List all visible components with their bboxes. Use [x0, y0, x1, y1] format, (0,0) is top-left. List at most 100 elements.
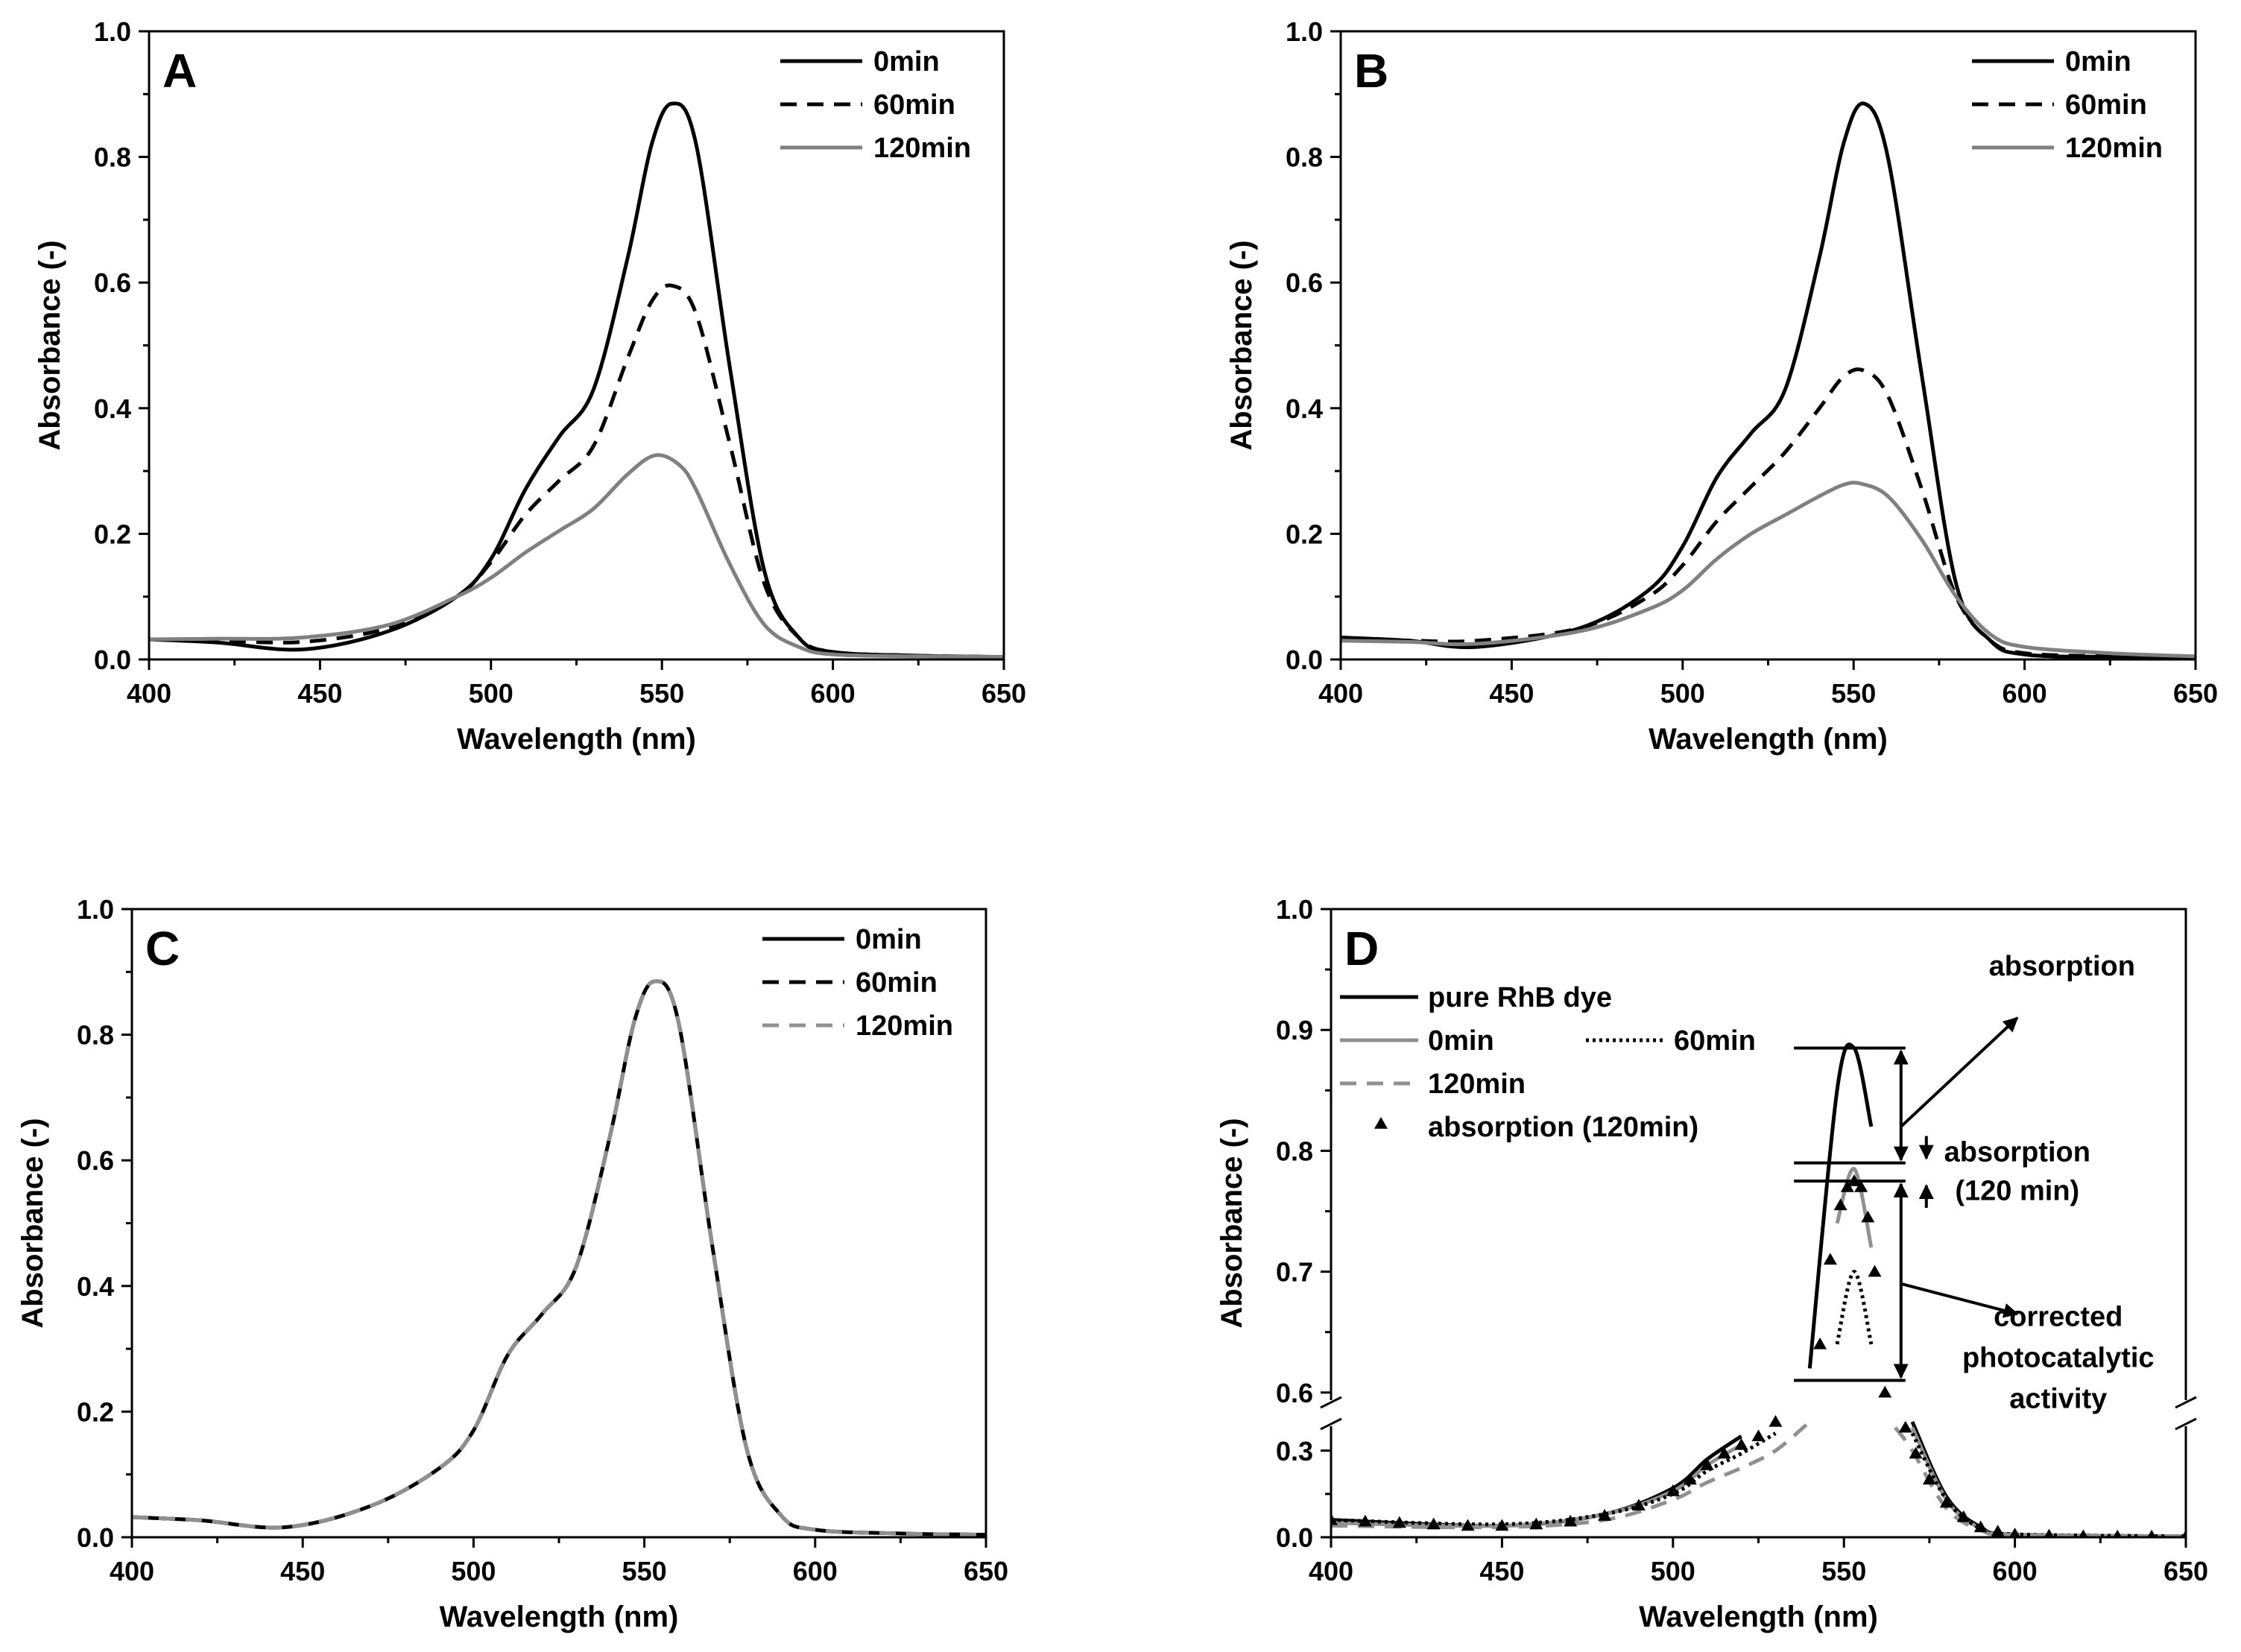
- x-tick-label: 450: [297, 678, 342, 709]
- x-tick-label: 450: [1489, 678, 1534, 709]
- x-axis-label: Wavelength (nm): [440, 1601, 679, 1633]
- x-tick-label: 500: [469, 678, 513, 709]
- annotation-absorption-120: (120 min): [1955, 1176, 2079, 1207]
- legend-label: 120min: [856, 1010, 953, 1042]
- data-point-triangle: [2044, 1528, 2054, 1537]
- annotation-absorption: absorption: [1989, 951, 2135, 982]
- series-line-60min: [132, 979, 986, 1537]
- series-line-120min: [149, 453, 1004, 659]
- series-line-60min: [1835, 1270, 1874, 1345]
- y-tick-label: 0.4: [94, 393, 131, 424]
- y-axis-label: Absorbance (-): [1225, 240, 1258, 450]
- plot-frame-upper: [1330, 908, 2187, 1400]
- series-line-0min: [1910, 1426, 2186, 1537]
- legend-swatch: [1374, 1117, 1388, 1129]
- x-tick-label: 500: [451, 1556, 496, 1586]
- panel-a: 400 450 500 550 600 650 0.0 0.2 0.4 0.6 0.8 1.0 Wave…: [34, 16, 1026, 756]
- legend: 0min 60min 120min: [762, 924, 953, 1042]
- legend-label: 0min: [2065, 46, 2131, 77]
- y-tick-label: 0.4: [1286, 393, 1323, 424]
- panel-d: 400 450 500 550 600 650 0.6 0.7 0.8 0.9 1.0 0.0 0.3 W…: [1216, 894, 2208, 1633]
- x-axis-label: Wavelength (nm): [1639, 1601, 1878, 1633]
- data-point-triangle: [1939, 1496, 1953, 1508]
- y-tick-label: 0.0: [77, 1522, 114, 1553]
- data-point-triangle: [1598, 1508, 1612, 1521]
- data-point-triangle: [1833, 1198, 1848, 1211]
- x-tick-label: 400: [1309, 1556, 1353, 1586]
- y-axis-label: Absorbance (-): [34, 240, 66, 450]
- y-tick-label: 1.0: [1286, 16, 1323, 47]
- annotation-corrected: activity: [2009, 1384, 2107, 1415]
- y-tick-label: 0.8: [1286, 142, 1323, 173]
- series-group: [1331, 1042, 2186, 1537]
- legend-label: 0min: [856, 924, 922, 955]
- data-point-triangle: [1631, 1498, 1646, 1511]
- panel-b: 400 450 500 550 600 650 0.0 0.2 0.4 0.6 0.8 1.0 Wave…: [1225, 16, 2218, 756]
- annotation-absorption-120: absorption: [1944, 1137, 2090, 1168]
- data-point-triangle: [1666, 1484, 1680, 1496]
- x-tick-label: 400: [127, 678, 171, 709]
- y-tick-label: 0.6: [77, 1145, 114, 1176]
- series-line-0min: [1331, 1443, 1742, 1528]
- x-tick-label: 450: [280, 1556, 325, 1586]
- data-point-triangle: [1823, 1253, 1837, 1265]
- data-point-triangle: [1861, 1210, 1875, 1223]
- series-line-60min: [149, 283, 1004, 659]
- x-tick-label: 600: [2003, 678, 2047, 709]
- y-tick-label: 0.7: [1276, 1257, 1313, 1288]
- panel-letter: C: [145, 922, 180, 975]
- data-point-triangle: [1564, 1514, 1578, 1527]
- plot-frame: [1339, 30, 2197, 661]
- y-tick-label: 0.8: [77, 1020, 114, 1051]
- data-point-triangle: [1529, 1517, 1543, 1530]
- data-point-triangle: [1358, 1514, 1372, 1527]
- series-line-0min: [149, 101, 1004, 659]
- data-point-triangle: [1868, 1265, 1882, 1277]
- annotations: absorption absorption (120 min) corrected ph…: [1794, 951, 2155, 1415]
- data-point-triangle: [2079, 1529, 2088, 1537]
- panel-letter: D: [1344, 922, 1379, 975]
- y-axis-label: Absorbance (-): [16, 1118, 49, 1328]
- legend-label: 0min: [1428, 1025, 1494, 1057]
- series-group: [132, 979, 986, 1537]
- x-tick-label: 550: [1831, 678, 1876, 709]
- x-axis-label: Wavelength (nm): [457, 723, 696, 756]
- series-line-0min: [1341, 101, 2196, 659]
- data-point-triangle: [1461, 1519, 1475, 1531]
- y-tick-label: 1.0: [77, 894, 114, 925]
- data-point-triangle: [1751, 1429, 1766, 1442]
- y-tick-label: 0.0: [94, 645, 131, 675]
- x-tick-label: 650: [2163, 1556, 2208, 1586]
- series-line-pure-rhb-dye: [1807, 1042, 1874, 1369]
- axis-break-mark: [2175, 1417, 2197, 1431]
- legend-label: 60min: [1674, 1025, 1756, 1057]
- data-point-triangle: [1973, 1520, 1988, 1533]
- x-tick-label: 550: [639, 678, 684, 709]
- x-tick-label: 600: [811, 678, 856, 709]
- data-point-triangle: [1700, 1458, 1714, 1470]
- y-tick-label: 0.3: [1276, 1436, 1313, 1466]
- y-axis-label: Absorbance (-): [1216, 1118, 1248, 1328]
- data-point-triangle: [2147, 1529, 2156, 1537]
- data-point-triangle: [1840, 1180, 1854, 1192]
- legend-label: 120min: [873, 133, 971, 164]
- series-line-60min: [1331, 1431, 1777, 1527]
- data-point-triangle: [1717, 1446, 1731, 1459]
- data-point-triangle: [1683, 1472, 1697, 1485]
- legend-label: 60min: [2065, 89, 2147, 121]
- data-point-triangle: [1922, 1472, 1936, 1485]
- annotation-corrected: corrected: [1994, 1302, 2123, 1333]
- absorption-pointer: [1900, 1016, 2019, 1128]
- annotation-corrected: photocatalytic: [1962, 1343, 2155, 1374]
- y-tick-label: 0.6: [1276, 1378, 1313, 1408]
- y-tick-label: 0.8: [1276, 1136, 1313, 1166]
- y-tick-label: 0.0: [1276, 1522, 1313, 1553]
- y-tick-label: 0.6: [94, 268, 131, 298]
- legend-label: 120min: [1428, 1069, 1526, 1100]
- y-tick-label: 0.2: [1286, 519, 1323, 549]
- series-line-60min: [1910, 1432, 2186, 1537]
- y-tick-label: 0.2: [77, 1396, 114, 1427]
- data-point-triangle: [1878, 1385, 1892, 1398]
- panel-letter: B: [1354, 44, 1388, 98]
